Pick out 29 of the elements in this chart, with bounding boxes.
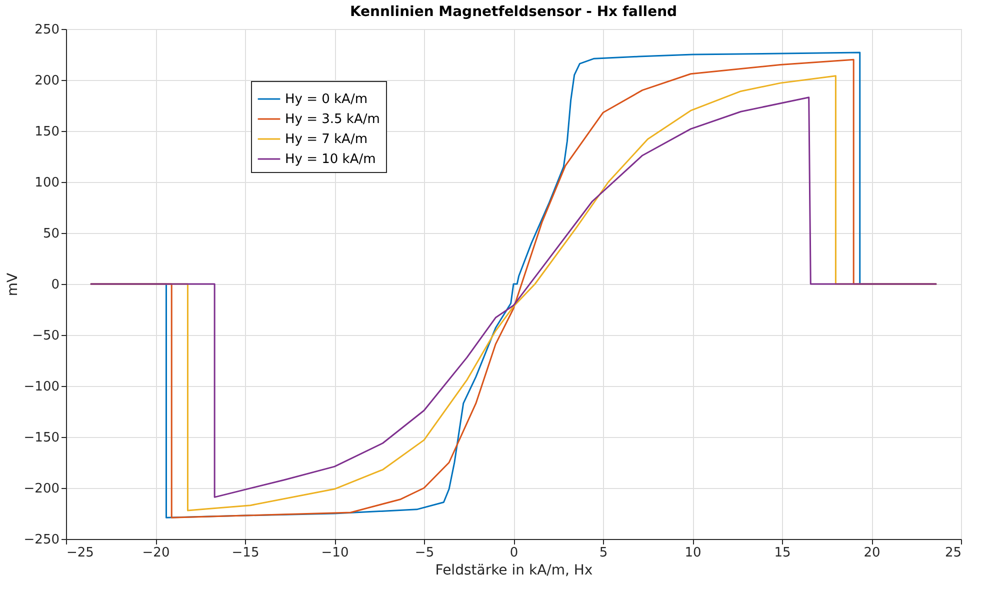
- x-tick-label: −10: [321, 546, 349, 560]
- y-tick-label: −100: [24, 380, 60, 394]
- x-tick-label: −25: [66, 546, 94, 560]
- x-tick-label: −5: [414, 546, 434, 560]
- y-tick-label: 250: [34, 22, 60, 38]
- x-tick-label: −20: [142, 546, 170, 560]
- legend-label: Hy = 7 kA/m: [285, 132, 368, 147]
- legend-label: Hy = 0 kA/m: [285, 92, 368, 107]
- y-tick-label: 50: [42, 226, 60, 242]
- x-tick-label: 10: [684, 546, 702, 560]
- y-tick-label: −150: [24, 430, 60, 446]
- legend-label: Hy = 10 kA/m: [285, 152, 376, 167]
- x-tick-label: −15: [232, 546, 260, 560]
- y-tick-label: −250: [24, 532, 60, 548]
- y-tick-label: 150: [34, 124, 60, 140]
- x-tick-label: 20: [864, 546, 880, 560]
- chart-title: Kennlinien Magnetfeldsensor - Hx fallend: [350, 4, 678, 20]
- legend-label: Hy = 3.5 kA/m: [285, 112, 380, 127]
- x-tick-label: 5: [599, 546, 608, 560]
- x-tick-label: 15: [774, 546, 791, 560]
- y-tick-label: 200: [34, 74, 60, 88]
- y-tick-label: 100: [34, 176, 60, 190]
- y-tick-label: −200: [24, 482, 60, 496]
- y-axis-title: mV: [4, 272, 21, 296]
- x-axis-title: Feldstärke in kA/m, Hx: [435, 562, 593, 578]
- x-tick-label: 0: [510, 546, 518, 560]
- x-tick-label: 25: [944, 546, 962, 560]
- y-tick-label: 0: [51, 278, 60, 292]
- y-tick-label: −50: [32, 328, 60, 344]
